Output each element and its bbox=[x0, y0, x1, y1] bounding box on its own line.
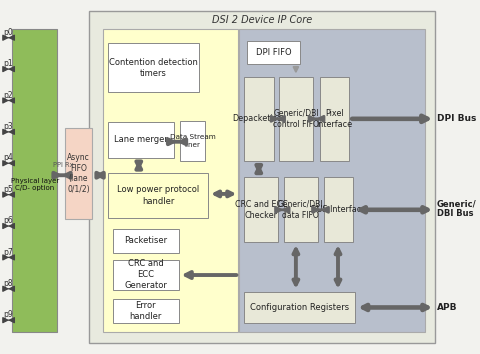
Bar bbox=[108, 122, 174, 158]
Text: Low power protocol
handler: Low power protocol handler bbox=[117, 185, 199, 206]
Bar bbox=[108, 173, 208, 218]
Text: p2: p2 bbox=[3, 91, 12, 100]
Text: APB: APB bbox=[437, 303, 457, 312]
Bar bbox=[244, 177, 278, 242]
Bar bbox=[320, 76, 349, 161]
Bar bbox=[180, 121, 205, 161]
Text: DPI FIFO: DPI FIFO bbox=[256, 48, 291, 57]
Bar bbox=[108, 43, 199, 92]
Text: Contention detection
timers: Contention detection timers bbox=[109, 58, 198, 78]
Text: CRC and ECC
Checker: CRC and ECC Checker bbox=[235, 200, 288, 220]
Bar bbox=[12, 29, 57, 332]
Text: BUS Interface: BUS Interface bbox=[311, 205, 366, 214]
Text: Lane merger: Lane merger bbox=[114, 136, 168, 144]
Bar bbox=[89, 11, 435, 343]
Text: DPI Bus: DPI Bus bbox=[437, 114, 476, 123]
Text: p5: p5 bbox=[3, 185, 12, 194]
Bar bbox=[113, 299, 179, 323]
Bar bbox=[248, 41, 300, 64]
Text: Async
FIFO
(lane
0/1/2): Async FIFO (lane 0/1/2) bbox=[67, 153, 90, 194]
Text: p0: p0 bbox=[3, 28, 12, 37]
Text: PPI Rx: PPI Rx bbox=[53, 162, 73, 168]
Bar bbox=[113, 229, 179, 253]
Text: Generic/DBI
data FIFO: Generic/DBI data FIFO bbox=[278, 200, 324, 220]
Text: p7: p7 bbox=[3, 247, 12, 257]
Bar bbox=[65, 128, 92, 219]
Bar bbox=[324, 177, 353, 242]
Bar bbox=[240, 29, 425, 332]
Text: p8: p8 bbox=[3, 279, 12, 288]
Text: Generic/DBI
control FIFO: Generic/DBI control FIFO bbox=[273, 109, 319, 129]
Bar bbox=[279, 76, 313, 161]
Text: DSI 2 Device IP Core: DSI 2 Device IP Core bbox=[212, 15, 312, 25]
Text: p6: p6 bbox=[3, 216, 12, 225]
Bar bbox=[113, 260, 179, 290]
Text: Generic/
DBI Bus: Generic/ DBI Bus bbox=[437, 199, 476, 218]
Text: Pixel
Interface: Pixel Interface bbox=[316, 109, 353, 129]
Text: CRC and
ECC
Generator: CRC and ECC Generator bbox=[124, 259, 167, 290]
Text: Depacketiser: Depacketiser bbox=[232, 114, 286, 123]
Text: p9: p9 bbox=[3, 310, 12, 319]
Bar bbox=[103, 29, 239, 332]
Text: Packetiser: Packetiser bbox=[124, 236, 168, 245]
Text: Configuration Registers: Configuration Registers bbox=[250, 303, 349, 312]
Bar bbox=[284, 177, 318, 242]
Text: p4: p4 bbox=[3, 153, 12, 162]
Text: Data Stream
liner: Data Stream liner bbox=[169, 134, 216, 148]
Text: Error
handler: Error handler bbox=[130, 301, 162, 321]
Bar bbox=[244, 292, 355, 323]
Text: Physical layer
C/D- option: Physical layer C/D- option bbox=[11, 178, 59, 190]
Text: p1: p1 bbox=[3, 59, 12, 68]
Bar bbox=[244, 76, 274, 161]
Text: p3: p3 bbox=[3, 122, 12, 131]
